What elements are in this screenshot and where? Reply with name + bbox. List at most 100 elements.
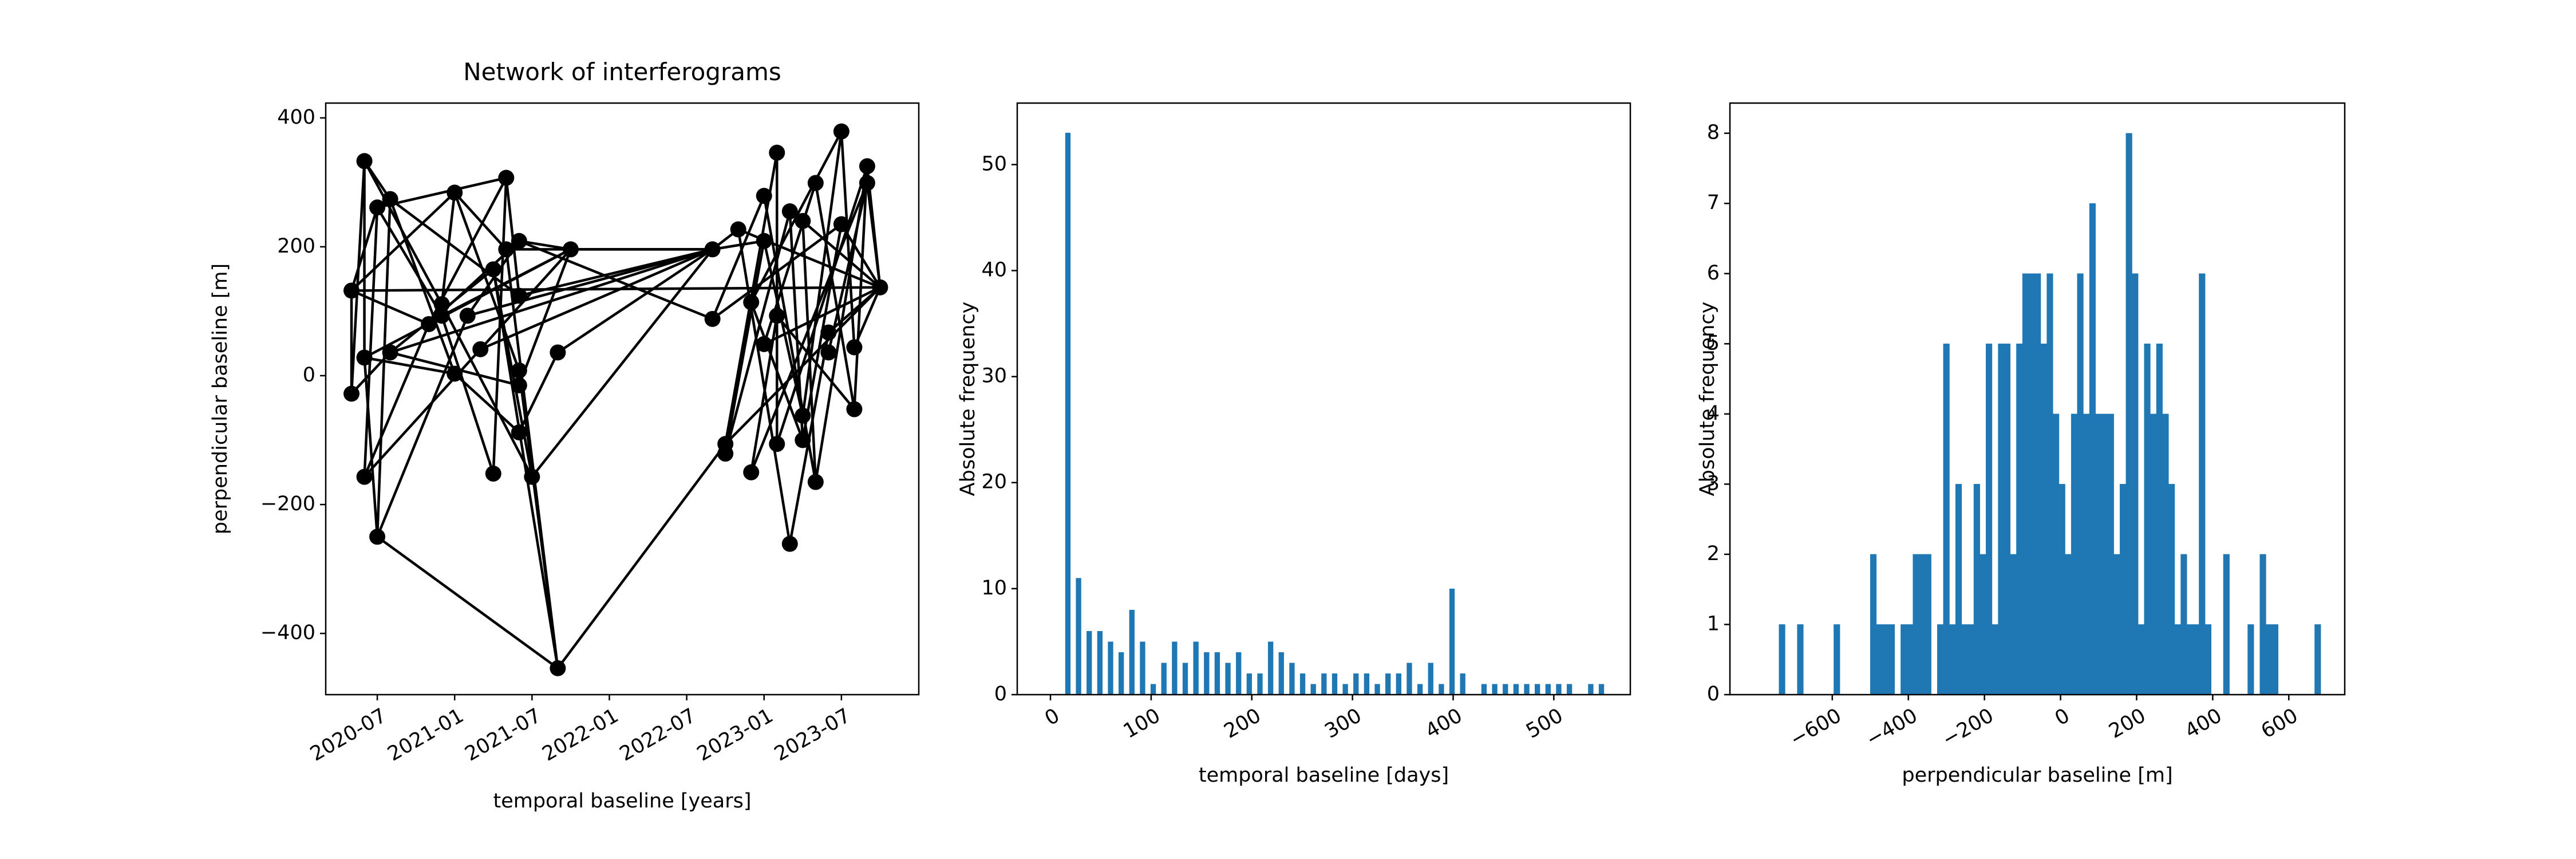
node bbox=[730, 221, 746, 238]
edge bbox=[801, 220, 881, 289]
bar bbox=[2028, 273, 2035, 695]
bar bbox=[1937, 624, 1944, 695]
bar bbox=[1524, 684, 1530, 695]
y-tick-label: −400 bbox=[260, 621, 315, 644]
node bbox=[382, 344, 398, 361]
y-tick-label: 2 bbox=[1707, 542, 1720, 565]
edge bbox=[712, 239, 765, 251]
bar bbox=[2101, 413, 2108, 695]
node bbox=[498, 170, 515, 186]
node bbox=[846, 339, 863, 356]
node bbox=[717, 446, 734, 462]
y-tick-label: 4 bbox=[1707, 402, 1720, 425]
bar bbox=[2247, 624, 2254, 695]
edge bbox=[492, 269, 559, 669]
bar bbox=[1973, 484, 1980, 695]
y-tick-label: 200 bbox=[277, 235, 315, 258]
bar bbox=[1428, 663, 1433, 695]
edge bbox=[377, 176, 507, 209]
edge bbox=[363, 357, 379, 537]
bar bbox=[1870, 554, 1877, 695]
edge bbox=[749, 315, 779, 473]
y-axis-label: perpendicular baseline [m] bbox=[209, 263, 232, 534]
node bbox=[550, 660, 566, 676]
axes-frame bbox=[1729, 102, 2346, 696]
edge bbox=[376, 535, 559, 669]
plot-area bbox=[1065, 132, 1605, 695]
bar bbox=[2259, 554, 2266, 695]
node bbox=[421, 316, 437, 332]
node bbox=[562, 241, 579, 258]
edge bbox=[519, 239, 571, 251]
edge bbox=[556, 443, 726, 669]
edge bbox=[350, 161, 366, 394]
node bbox=[756, 188, 772, 204]
node bbox=[343, 282, 360, 299]
bar bbox=[1140, 641, 1145, 695]
bar bbox=[1332, 673, 1338, 695]
node bbox=[511, 362, 527, 379]
bar bbox=[2199, 273, 2206, 695]
axes-frame bbox=[1016, 102, 1631, 696]
y-tick-label: 7 bbox=[1707, 191, 1720, 214]
node bbox=[459, 308, 476, 324]
bar bbox=[1556, 684, 1562, 695]
node bbox=[859, 158, 875, 175]
bar bbox=[1545, 684, 1551, 695]
bar bbox=[2314, 624, 2321, 695]
node bbox=[704, 241, 721, 258]
bar bbox=[1236, 652, 1242, 695]
bar bbox=[1955, 484, 1962, 695]
edge bbox=[440, 192, 456, 305]
y-tick-label: 20 bbox=[981, 471, 1007, 494]
edge bbox=[724, 241, 765, 454]
bar bbox=[1961, 624, 1968, 695]
edge bbox=[788, 211, 804, 440]
edge bbox=[557, 248, 713, 354]
edge bbox=[440, 315, 495, 474]
bar bbox=[1321, 673, 1327, 695]
node bbox=[872, 279, 888, 295]
bar bbox=[1882, 624, 1889, 695]
bar bbox=[2192, 624, 2199, 695]
node bbox=[795, 407, 811, 424]
node bbox=[756, 233, 772, 249]
bar bbox=[1278, 652, 1284, 695]
node bbox=[447, 365, 463, 382]
bar bbox=[2016, 344, 2023, 695]
bar bbox=[1797, 624, 1804, 695]
bar bbox=[1204, 652, 1210, 695]
bar bbox=[1513, 684, 1519, 695]
node bbox=[743, 464, 760, 480]
bar bbox=[1535, 684, 1540, 695]
edge bbox=[531, 249, 714, 478]
x-axis-label: perpendicular baseline [m] bbox=[1902, 764, 2172, 787]
node bbox=[369, 529, 386, 545]
node bbox=[795, 432, 811, 448]
edge bbox=[389, 248, 713, 354]
node bbox=[343, 385, 360, 402]
node bbox=[795, 212, 811, 229]
x-axis-label: temporal baseline [days] bbox=[1199, 764, 1449, 787]
node bbox=[756, 336, 772, 352]
node bbox=[356, 468, 373, 485]
y-tick-label: 0 bbox=[303, 364, 315, 387]
bar bbox=[2204, 624, 2211, 695]
edge bbox=[776, 166, 869, 444]
bar bbox=[1385, 673, 1391, 695]
bar bbox=[2223, 554, 2230, 695]
node bbox=[472, 341, 489, 357]
edge bbox=[840, 131, 856, 348]
bar bbox=[2150, 413, 2157, 695]
bar bbox=[2046, 273, 2053, 695]
node bbox=[807, 175, 824, 191]
node bbox=[485, 261, 501, 278]
bar bbox=[2022, 273, 2029, 695]
bar bbox=[2065, 554, 2072, 695]
bar bbox=[2162, 413, 2169, 695]
bar bbox=[2095, 413, 2102, 695]
bar bbox=[1998, 344, 2005, 695]
edge bbox=[440, 304, 534, 478]
bar bbox=[2271, 624, 2278, 695]
